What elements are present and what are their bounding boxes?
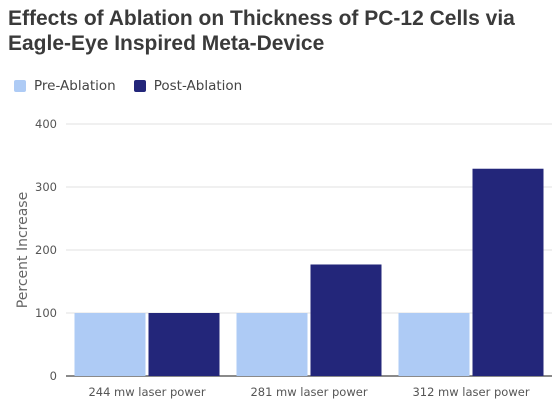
bar-post-ablation-2	[310, 264, 382, 376]
x-tick-label: 281 mw laser power	[250, 385, 367, 399]
legend-label-pre-ablation: Pre-Ablation	[34, 78, 116, 94]
y-axis-ticks: 0 100 200 300 400	[35, 117, 57, 383]
x-tick-label: 312 mw laser power	[412, 385, 529, 399]
bar-pre-ablation-1	[74, 313, 146, 376]
y-axis-title: Percent Increase	[15, 192, 31, 308]
bar-post-ablation-3	[472, 168, 544, 376]
legend: Pre-Ablation Post-Ablation	[14, 78, 242, 94]
x-tick-label: 244 mw laser power	[88, 385, 205, 399]
y-tick-label: 0	[50, 369, 57, 383]
legend-swatch-pre-ablation	[14, 80, 26, 92]
y-tick-label: 300	[35, 180, 57, 194]
legend-item-pre-ablation: Pre-Ablation	[14, 78, 116, 94]
y-tick-label: 200	[35, 243, 57, 257]
x-axis-labels: 244 mw laser power 281 mw laser power 312 …	[88, 385, 529, 399]
y-tick-label: 400	[35, 117, 57, 131]
chart-title: Effects of Ablation on Thickness of PC-1…	[8, 7, 515, 55]
bar-pre-ablation-3	[398, 313, 470, 376]
bar-pre-ablation-2	[236, 313, 308, 376]
y-tick-label: 100	[35, 306, 57, 320]
legend-swatch-post-ablation	[133, 80, 146, 92]
grid-lines	[66, 123, 552, 377]
bars	[74, 168, 544, 376]
bar-post-ablation-1	[148, 313, 220, 376]
legend-item-post-ablation: Post-Ablation	[133, 78, 243, 94]
legend-label-post-ablation: Post-Ablation	[153, 78, 243, 94]
